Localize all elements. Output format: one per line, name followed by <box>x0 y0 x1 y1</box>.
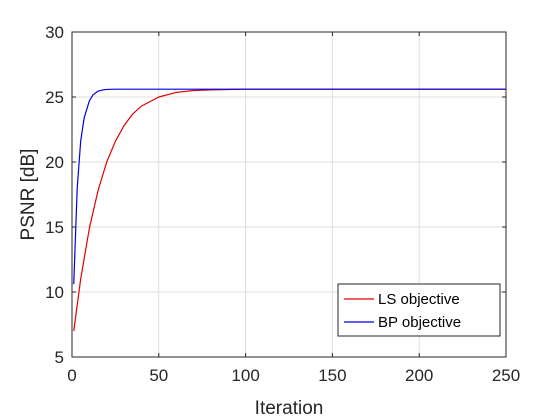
x-tick-label: 200 <box>405 366 433 385</box>
axis-ticks: 0 50 100 150 200 250 5 10 15 20 25 30 <box>45 23 520 385</box>
legend-box <box>337 283 501 337</box>
legend-label: LS objective <box>378 291 460 308</box>
x-tick-label: 50 <box>149 366 168 385</box>
series-line-1 <box>73 88 506 285</box>
y-tick-label: 20 <box>45 153 64 172</box>
x-tick-label: 0 <box>67 366 76 385</box>
y-tick-label: 15 <box>45 218 64 237</box>
plot-area-frame <box>71 31 507 358</box>
x-axis-label: Iteration <box>255 398 324 419</box>
legend: LS objective BP objective <box>337 283 501 337</box>
x-tick-label: 100 <box>231 366 259 385</box>
legend-label: BP objective <box>378 314 461 331</box>
x-tick-label: 250 <box>492 366 520 385</box>
y-axis-label: PSNR [dB] <box>18 149 39 241</box>
y-tick-label: 5 <box>55 348 64 367</box>
x-tick-label: 150 <box>318 366 346 385</box>
y-tick-label: 30 <box>45 23 64 42</box>
y-tick-label: 25 <box>45 88 64 107</box>
y-tick-label: 10 <box>45 283 64 302</box>
series-lines <box>73 88 506 332</box>
